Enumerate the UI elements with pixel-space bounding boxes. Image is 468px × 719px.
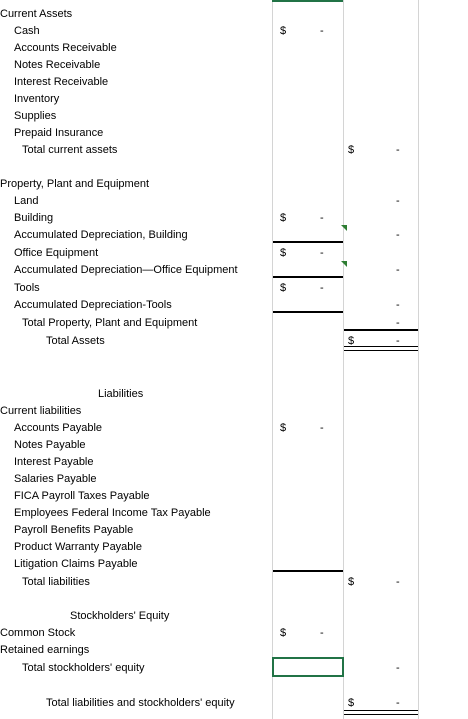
- accounts-payable-label[interactable]: Accounts Payable: [14, 422, 103, 434]
- net-tools-value[interactable]: -: [396, 299, 400, 311]
- building-dollar[interactable]: $: [280, 212, 287, 224]
- total-equity-value[interactable]: -: [396, 662, 400, 674]
- interest-receivable-label[interactable]: Interest Receivable: [14, 76, 109, 88]
- tools-value[interactable]: -: [320, 282, 324, 294]
- building-value[interactable]: -: [320, 212, 324, 224]
- payroll-benefits-payable-label[interactable]: Payroll Benefits Payable: [14, 524, 134, 536]
- tools-label[interactable]: Tools: [14, 282, 40, 294]
- equity-title[interactable]: Stockholders' Equity: [70, 610, 170, 622]
- total-ppe-label[interactable]: Total Property, Plant and Equipment: [22, 317, 198, 329]
- product-warranty-payable-label[interactable]: Product Warranty Payable: [14, 541, 142, 553]
- office-equipment-label[interactable]: Office Equipment: [14, 247, 99, 259]
- total-liabilities-equity-label[interactable]: Total liabilities and stockholders' equi…: [46, 697, 235, 709]
- total-ppe-value[interactable]: -: [396, 317, 400, 329]
- cell-note-triangle[interactable]: [341, 225, 347, 231]
- salaries-payable-label[interactable]: Salaries Payable: [14, 473, 97, 485]
- land-value[interactable]: -: [396, 195, 400, 207]
- cash-value[interactable]: -: [320, 25, 324, 37]
- tools-subtotal-border: [273, 311, 343, 313]
- selected-cell[interactable]: [272, 657, 344, 677]
- notes-payable-label[interactable]: Notes Payable: [14, 439, 86, 451]
- ppe-header[interactable]: Property, Plant and Equipment: [0, 178, 149, 190]
- grand-total-double-underline: [344, 710, 418, 715]
- cash-dollar[interactable]: $: [280, 25, 287, 37]
- total-liabilities-equity-value[interactable]: -: [396, 697, 400, 709]
- gridline-col-d: [343, 0, 344, 719]
- tools-dollar[interactable]: $: [280, 282, 287, 294]
- liabilities-subtotal-border: [273, 570, 343, 572]
- supplies-label[interactable]: Supplies: [14, 110, 57, 122]
- accum-dep-building-label[interactable]: Accumulated Depreciation, Building: [14, 229, 188, 241]
- building-subtotal-border: [273, 241, 343, 243]
- retained-earnings-label[interactable]: Retained earnings: [0, 644, 90, 656]
- current-assets-header[interactable]: Current Assets: [0, 8, 73, 20]
- active-column-indicator: [272, 0, 343, 2]
- fica-payable-label[interactable]: FICA Payroll Taxes Payable: [14, 490, 150, 502]
- total-current-assets-dollar[interactable]: $: [348, 144, 355, 156]
- net-building-value[interactable]: -: [396, 229, 400, 241]
- total-liabilities-dollar[interactable]: $: [348, 576, 355, 588]
- total-assets-double-underline: [344, 346, 418, 351]
- liabilities-title[interactable]: Liabilities: [98, 388, 144, 400]
- federal-income-tax-payable-label[interactable]: Employees Federal Income Tax Payable: [14, 507, 211, 519]
- gridline-col-c: [272, 0, 273, 719]
- office-equipment-dollar[interactable]: $: [280, 247, 287, 259]
- office-equipment-subtotal-border: [273, 276, 343, 278]
- total-assets-dollar[interactable]: $: [348, 335, 355, 347]
- total-liabilities-label[interactable]: Total liabilities: [22, 576, 90, 588]
- total-current-assets-value[interactable]: -: [396, 144, 400, 156]
- accounts-payable-value[interactable]: -: [320, 422, 324, 434]
- common-stock-value[interactable]: -: [320, 627, 324, 639]
- total-liabilities-equity-dollar[interactable]: $: [348, 697, 355, 709]
- accounts-payable-dollar[interactable]: $: [280, 422, 287, 434]
- building-label[interactable]: Building: [14, 212, 54, 224]
- total-current-assets-label[interactable]: Total current assets: [22, 144, 118, 156]
- inventory-label[interactable]: Inventory: [14, 93, 60, 105]
- common-stock-label[interactable]: Common Stock: [0, 627, 76, 639]
- gridline-col-e: [418, 0, 419, 719]
- total-assets-label[interactable]: Total Assets: [46, 335, 105, 347]
- accum-dep-office-equipment-label[interactable]: Accumulated Depreciation—Office Equipmen…: [14, 264, 238, 276]
- net-office-equipment-value[interactable]: -: [396, 264, 400, 276]
- litigation-claims-payable-label[interactable]: Litigation Claims Payable: [14, 558, 138, 570]
- total-ppe-border: [344, 329, 418, 331]
- cash-label[interactable]: Cash: [14, 25, 40, 37]
- interest-payable-label[interactable]: Interest Payable: [14, 456, 94, 468]
- total-assets-value[interactable]: -: [396, 335, 400, 347]
- total-liabilities-value[interactable]: -: [396, 576, 400, 588]
- notes-receivable-label[interactable]: Notes Receivable: [14, 59, 101, 71]
- common-stock-dollar[interactable]: $: [280, 627, 287, 639]
- cell-note-triangle[interactable]: [341, 261, 347, 267]
- office-equipment-value[interactable]: -: [320, 247, 324, 259]
- accounts-receivable-label[interactable]: Accounts Receivable: [14, 42, 117, 54]
- current-liabilities-header[interactable]: Current liabilities: [0, 405, 82, 417]
- total-equity-label[interactable]: Total stockholders' equity: [22, 662, 145, 674]
- land-label[interactable]: Land: [14, 195, 39, 207]
- accum-dep-tools-label[interactable]: Accumulated Depreciation-Tools: [14, 299, 172, 311]
- prepaid-insurance-label[interactable]: Prepaid Insurance: [14, 127, 104, 139]
